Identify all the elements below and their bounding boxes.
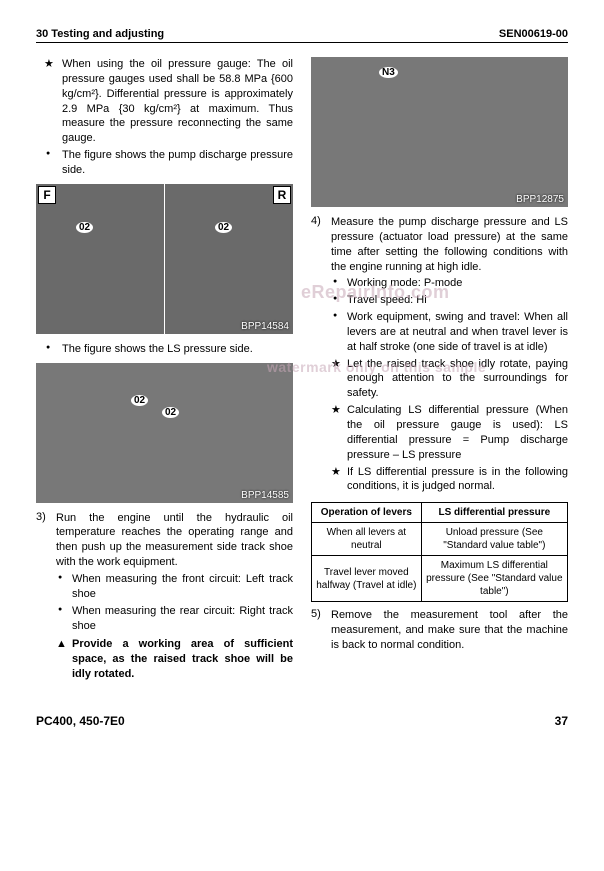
step-number: 5) (311, 608, 331, 653)
table-cell: Travel lever moved halfway (Travel at id… (312, 556, 422, 602)
callout-02: 02 (162, 407, 179, 418)
table-cell: Maximum LS differential pressure (See "S… (421, 556, 567, 602)
step-list: 4) Measure the pump discharge pressure a… (311, 215, 568, 496)
figure-ls-pressure: 02 02 BPP14585 (36, 363, 293, 503)
step-number: 3) (36, 511, 56, 682)
step-list: 3) Run the engine until the hydraulic oi… (36, 511, 293, 682)
warning: ▲ Provide a working area of sufficient s… (56, 637, 293, 682)
page-header: 30 Testing and adjusting SEN00619-00 (36, 28, 568, 43)
step-body: Remove the measurement tool after the me… (331, 608, 568, 653)
sub-bullet: Work equipment, swing and travel: When a… (331, 310, 568, 355)
step-text: Measure the pump discharge pressure and … (331, 216, 568, 273)
table-cell: When all levers at neutral (312, 523, 422, 556)
step-list: 5) Remove the measurement tool after the… (311, 608, 568, 653)
note-star: When using the oil pressure gauge: The o… (44, 57, 293, 146)
table-cell: Unload pressure (See "Standard value tab… (421, 523, 567, 556)
footer-pagenum: 37 (555, 714, 568, 728)
table-header: Operation of levers (312, 503, 422, 523)
sub-star: Let the raised track shoe idly rotate, p… (331, 357, 568, 402)
note-dot: The figure shows the pump discharge pres… (44, 148, 293, 178)
sub-star: Calculating LS differential pressure (Wh… (331, 403, 568, 462)
callout-02: 02 (215, 222, 232, 233)
sub-star: If LS differential pressure is in the fo… (331, 465, 568, 495)
right-column: N3 BPP12875 4) Measure the pump discharg… (311, 57, 568, 686)
two-column-layout: When using the oil pressure gauge: The o… (36, 57, 568, 686)
step-3: 3) Run the engine until the hydraulic oi… (36, 511, 293, 682)
page: 30 Testing and adjusting SEN00619-00 Whe… (0, 0, 604, 752)
figure-caption: BPP12875 (516, 194, 564, 205)
step-body: Measure the pump discharge pressure and … (331, 215, 568, 496)
step-4: 4) Measure the pump discharge pressure a… (311, 215, 568, 496)
header-section: 30 Testing and adjusting (36, 28, 164, 40)
corner-label-r: R (273, 186, 291, 204)
footer-model: PC400, 450-7E0 (36, 714, 125, 728)
sub-bullet: When measuring the front circuit: Left t… (56, 572, 293, 602)
sub-bullet: Working mode: P-mode (331, 276, 568, 291)
sub-bullet: When measuring the rear circuit: Right t… (56, 604, 293, 634)
figure-caption: BPP14584 (241, 321, 289, 332)
figure-caption: BPP14585 (241, 490, 289, 501)
table-header: LS differential pressure (421, 503, 567, 523)
table-row: When all levers at neutral Unload pressu… (312, 523, 568, 556)
step-5: 5) Remove the measurement tool after the… (311, 608, 568, 653)
sub-bullet: Travel speed: Hi (331, 293, 568, 308)
callout-02: 02 (131, 395, 148, 406)
header-docnum: SEN00619-00 (499, 28, 568, 40)
warning-text: Provide a working area of sufficient spa… (72, 637, 293, 682)
step-text: Run the engine until the hydraulic oil t… (56, 512, 293, 569)
figure-operator: N3 BPP12875 (311, 57, 568, 207)
figure-left-half: F 02 (36, 184, 165, 334)
left-column: When using the oil pressure gauge: The o… (36, 57, 293, 686)
step-body: Run the engine until the hydraulic oil t… (56, 511, 293, 682)
step-number: 4) (311, 215, 331, 496)
callout-n3: N3 (379, 67, 398, 78)
figure-pump-discharge: F 02 R 02 BPP14584 (36, 184, 293, 334)
table-header-row: Operation of levers LS differential pres… (312, 503, 568, 523)
ls-pressure-table: Operation of levers LS differential pres… (311, 502, 568, 602)
table-row: Travel lever moved halfway (Travel at id… (312, 556, 568, 602)
warning-icon: ▲ (56, 637, 72, 682)
figure-right-half: R 02 BPP14584 (165, 184, 293, 334)
page-footer: PC400, 450-7E0 37 (36, 714, 568, 728)
callout-02: 02 (76, 222, 93, 233)
note-dot: The figure shows the LS pressure side. (44, 342, 293, 357)
corner-label-f: F (38, 186, 56, 204)
